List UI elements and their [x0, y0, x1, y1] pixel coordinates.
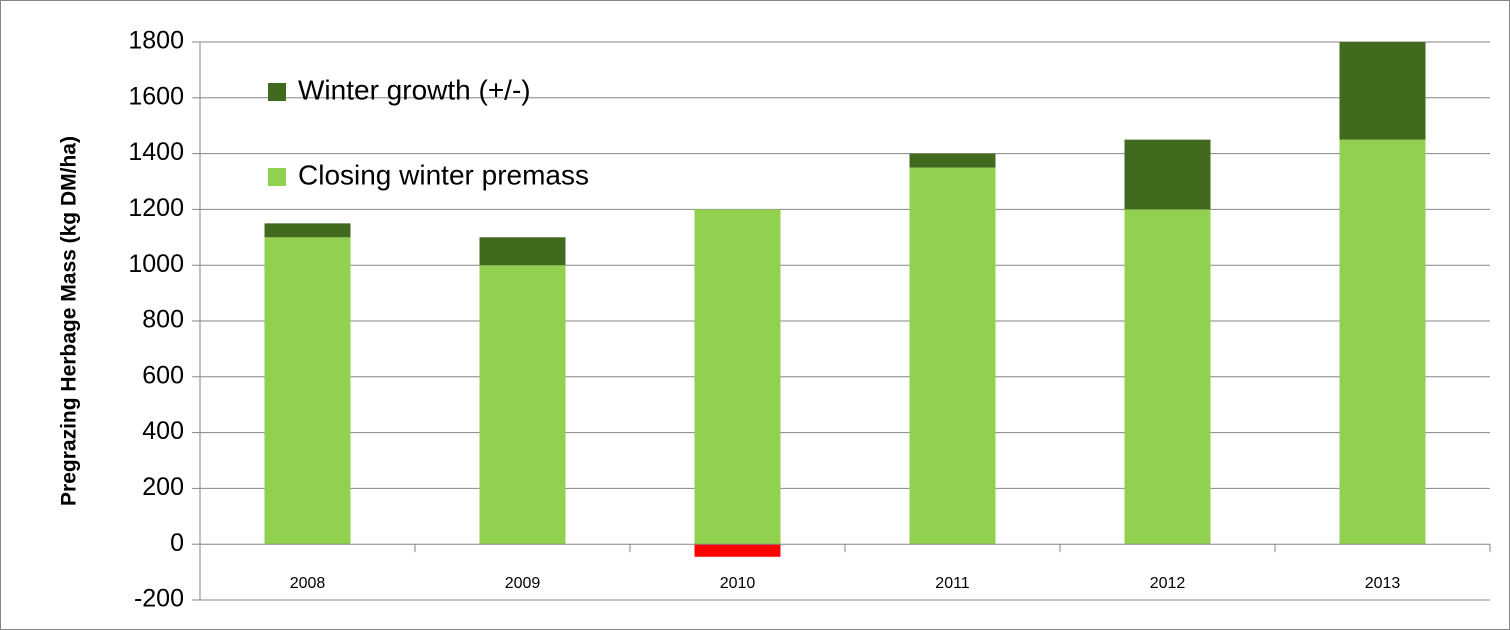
legend-swatch [268, 168, 286, 186]
legend-label: Winter growth (+/-) [298, 74, 531, 105]
y-tick-label: 1600 [128, 82, 184, 110]
y-tick-label: 1800 [128, 27, 184, 55]
y-tick-label: 400 [142, 417, 184, 445]
bar-segment [694, 544, 781, 557]
bar-segment [264, 223, 351, 238]
x-tick-label: 2012 [1150, 575, 1186, 592]
y-tick-label: 200 [142, 473, 184, 501]
bar-segment [694, 209, 781, 545]
y-tick-label: 800 [142, 306, 184, 334]
x-tick-label: 2013 [1365, 575, 1401, 592]
y-tick-label: 1000 [128, 250, 184, 278]
bar-segment [1124, 139, 1211, 210]
bar-segment [264, 237, 351, 545]
x-tick-label: 2010 [720, 575, 756, 592]
bar-segment [1339, 42, 1426, 140]
x-tick-label: 2011 [935, 575, 970, 592]
y-tick-label: -200 [134, 585, 184, 613]
y-axis-title: Pregrazing Herbage Mass (kg DM/ha) [58, 136, 81, 506]
y-tick-label: 0 [170, 529, 184, 557]
y-tick-label: 1200 [128, 194, 184, 222]
x-tick-label: 2009 [505, 575, 541, 592]
bar-segment [909, 167, 996, 545]
bar-segment [1339, 139, 1426, 545]
y-tick-label: 600 [142, 361, 184, 389]
x-tick-label: 2008 [290, 575, 326, 592]
y-tick-label: 1400 [128, 138, 184, 166]
legend-swatch [268, 83, 286, 101]
bar-segment [479, 265, 566, 545]
legend-label: Closing winter premass [298, 159, 589, 190]
bar-segment [479, 237, 566, 266]
bar-segment [1124, 209, 1211, 545]
bar-segment [909, 153, 996, 168]
